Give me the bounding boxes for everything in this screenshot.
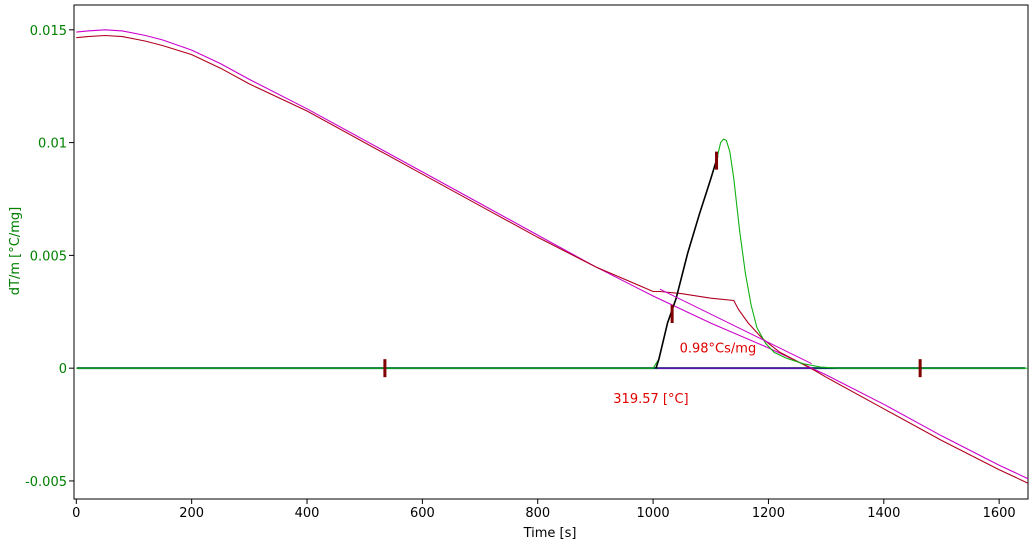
x-tick-label: 600 xyxy=(410,506,435,521)
range-marker[interactable] xyxy=(670,305,674,324)
y-axis-title: dT/m [°C/mg] xyxy=(8,207,23,295)
x-tick-label: 800 xyxy=(525,506,550,521)
y-tick-label: 0.005 xyxy=(30,249,67,264)
y-tick-label: 0.015 xyxy=(30,24,67,39)
range-marker[interactable] xyxy=(918,359,922,378)
plot-frame xyxy=(73,4,1029,500)
y-tick-label: 0 xyxy=(59,362,67,377)
x-tick-label: 1400 xyxy=(867,506,900,521)
y-axis: 0.015 0.01 0.005 0 -0.005 xyxy=(25,24,74,490)
x-tick-label: 400 xyxy=(295,506,320,521)
x-tick-label: 200 xyxy=(179,506,204,521)
range-marker[interactable] xyxy=(715,151,719,170)
x-tick-label: 1000 xyxy=(637,506,670,521)
peak-annotation: 0.98°Cs/mg xyxy=(680,341,757,356)
y-tick-label: 0.01 xyxy=(38,137,67,152)
x-tick-label: 0 xyxy=(72,506,80,521)
tangent-line xyxy=(659,288,812,365)
range-marker[interactable] xyxy=(383,359,387,378)
x-tick-label: 1600 xyxy=(983,506,1016,521)
x-tick-label: 1200 xyxy=(752,506,785,521)
x-axis-title: Time [s] xyxy=(523,526,577,541)
series-layer xyxy=(76,29,1029,484)
x-axis: 0 200 400 600 800 1000 1200 1400 1600 xyxy=(72,499,1016,521)
y-tick-label: -0.005 xyxy=(25,475,67,490)
peak-annotation: 319.57 [°C] xyxy=(613,392,688,407)
series-line-dark_red xyxy=(76,34,1029,484)
marker-layer xyxy=(383,151,922,378)
annotation-layer: 0.98°Cs/mg 319.57 [°C] xyxy=(613,341,756,407)
series-line-magenta xyxy=(76,29,1029,480)
series-line-black xyxy=(655,155,719,369)
